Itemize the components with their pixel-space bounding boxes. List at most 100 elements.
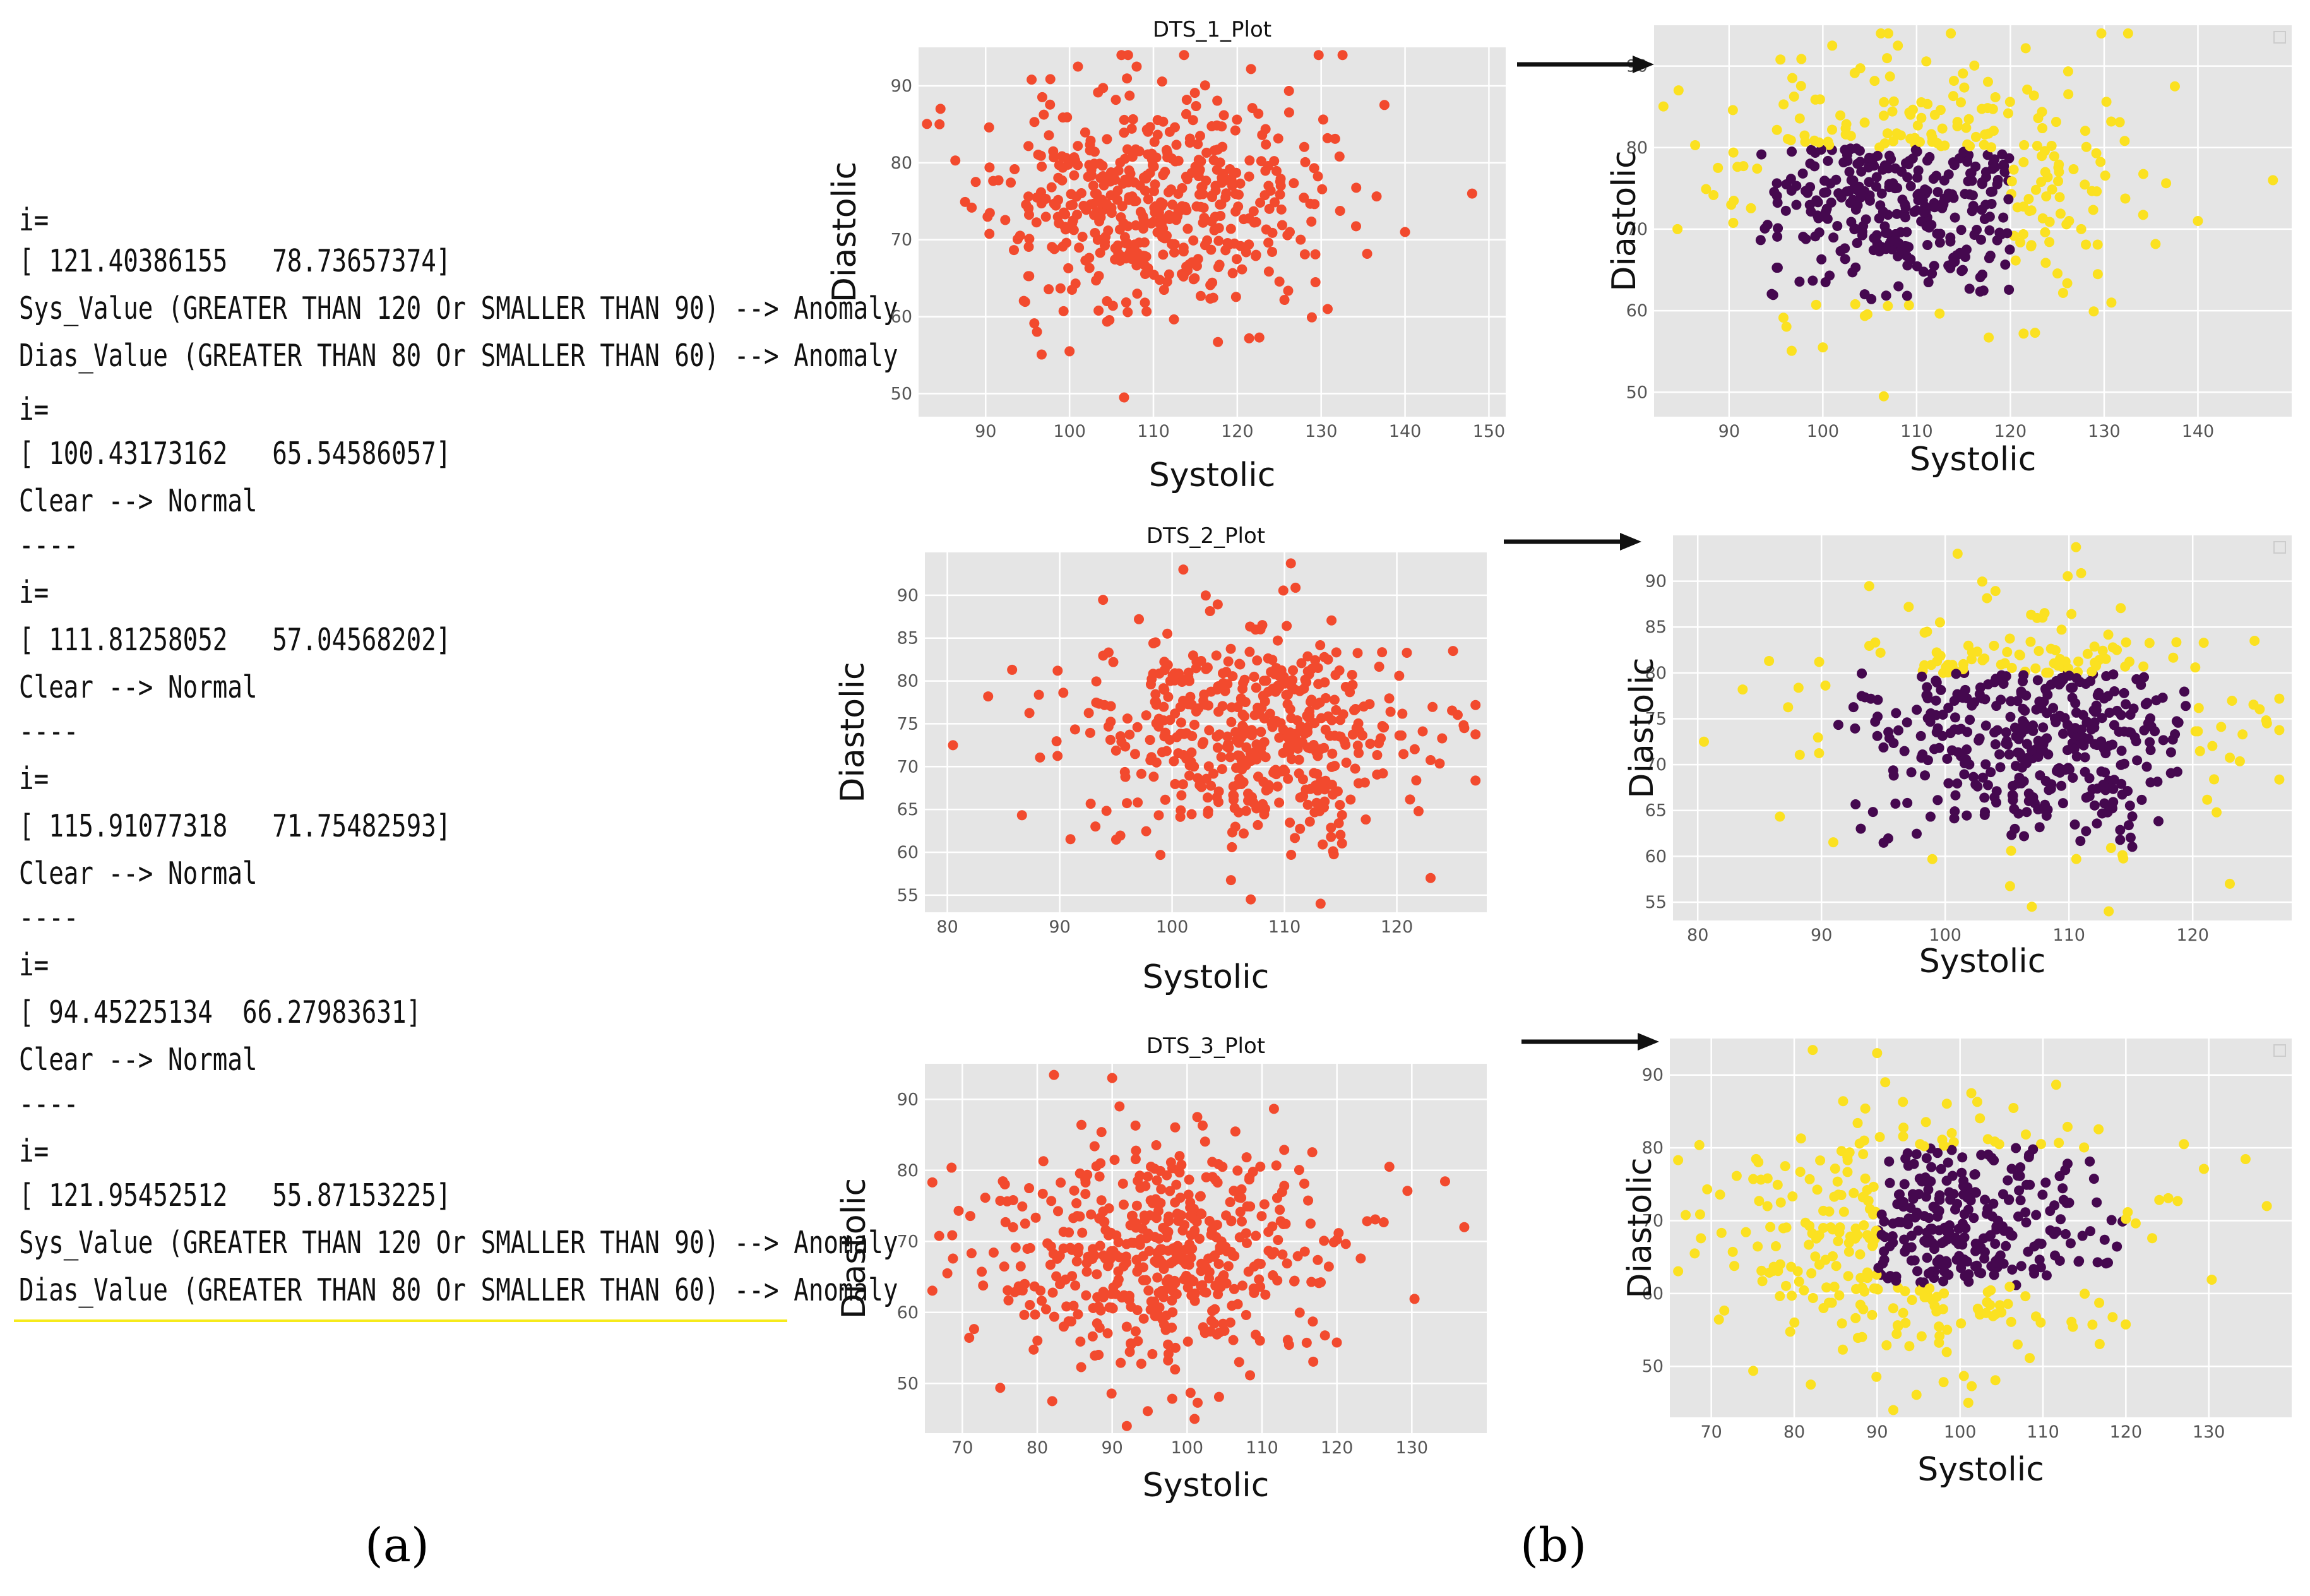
anomaly-point (2027, 902, 2037, 912)
normal-point (1950, 712, 1960, 723)
normal-point (2158, 735, 2169, 746)
normal-point (2081, 826, 2092, 837)
anomaly-point (1827, 1251, 1838, 1261)
data-point (1186, 809, 1197, 819)
normal-point (1962, 727, 1973, 737)
anomaly-point (1938, 1377, 1949, 1388)
anomaly-point (1690, 140, 1701, 150)
normal-point (2064, 670, 2075, 681)
data-point (1124, 1290, 1134, 1301)
chart-title: DTS_2_Plot (1146, 523, 1265, 549)
anomaly-point (1764, 655, 1775, 666)
data-point (1470, 775, 1481, 786)
data-point (1409, 744, 1420, 754)
data-point (1122, 307, 1133, 318)
data-point (1244, 646, 1255, 657)
anomaly-point (1775, 811, 1785, 822)
normal-point (1949, 724, 1960, 735)
data-point (983, 691, 994, 702)
normal-point (2004, 284, 2015, 295)
data-point (1144, 1246, 1155, 1256)
normal-point (1898, 1196, 1909, 1207)
data-point (1182, 1282, 1193, 1293)
data-point (1160, 794, 1170, 805)
normal-point (1883, 163, 1894, 174)
normal-point (1958, 693, 1968, 703)
normal-point (2023, 1152, 2034, 1162)
data-point (1207, 1306, 1218, 1316)
anomaly-point (1854, 1138, 1865, 1149)
anomaly-point (2190, 726, 2201, 737)
data-point (1102, 1328, 1113, 1338)
anomaly-point (1982, 76, 1993, 87)
normal-point (1931, 676, 1941, 686)
data-point (1278, 585, 1289, 596)
data-point (1163, 1349, 1174, 1359)
data-point (1132, 722, 1143, 732)
data-point (1009, 164, 1020, 175)
normal-point (1922, 1227, 1932, 1238)
normal-point (1964, 283, 1975, 294)
anomaly-point (2015, 237, 2026, 247)
console-line: [ 100.43173162 65.54586057] (19, 436, 451, 472)
data-point (1139, 1210, 1150, 1221)
data-point (1170, 1122, 1181, 1133)
data-point (1210, 1175, 1221, 1186)
data-point (1131, 1200, 1142, 1211)
data-point (1122, 73, 1133, 84)
normal-point (1912, 172, 1922, 183)
data-point (1177, 676, 1188, 687)
data-point (1197, 181, 1208, 192)
normal-point (1857, 668, 1867, 679)
data-point (1439, 1176, 1450, 1187)
anomaly-point (1883, 28, 1893, 39)
data-point (1094, 1323, 1105, 1333)
data-point (1091, 1161, 1102, 1172)
y-tick-label: 60 (897, 843, 919, 862)
data-point (1052, 751, 1063, 761)
data-point (1229, 790, 1239, 801)
data-point (1263, 266, 1274, 277)
normal-point (2107, 739, 2118, 750)
data-point (1161, 746, 1172, 756)
normal-point (1995, 762, 2006, 773)
data-point (1130, 1154, 1141, 1165)
normal-point (2114, 726, 2124, 737)
data-point (1177, 779, 1188, 790)
data-point (1236, 694, 1247, 705)
data-point (1047, 1287, 1058, 1298)
normal-point (1979, 1253, 1990, 1264)
normal-point (2003, 1175, 2013, 1186)
normal-point (1948, 1189, 1959, 1200)
normal-point (1856, 166, 1867, 177)
data-point (1193, 1397, 1203, 1408)
data-point (1311, 797, 1322, 808)
anomaly-point (1787, 1191, 1798, 1202)
data-point (1130, 1326, 1141, 1337)
data-point (1273, 133, 1283, 144)
data-point (1157, 1314, 1168, 1325)
arrow (1517, 56, 1654, 73)
anomaly-point (1795, 81, 1806, 92)
anomaly-point (1814, 137, 1825, 148)
anomaly-point (1786, 345, 1797, 356)
data-point (1229, 1186, 1239, 1196)
anomaly-point (2026, 609, 2037, 620)
anomaly-point (1882, 53, 1893, 64)
data-point (1280, 1218, 1291, 1229)
data-point (1060, 209, 1071, 220)
anomaly-point (2006, 845, 2016, 856)
y-axis-label: Diastolic (826, 162, 864, 302)
data-point (1273, 1235, 1283, 1246)
data-point (970, 177, 981, 188)
normal-point (2034, 1254, 2045, 1265)
x-tick-label: 110 (2052, 926, 2085, 945)
data-point (967, 202, 977, 213)
normal-point (2181, 701, 2191, 712)
data-point (1208, 292, 1218, 303)
anomaly-point (2020, 1129, 2031, 1140)
normal-point (1912, 828, 1922, 839)
data-point (1470, 729, 1481, 740)
data-point (1256, 727, 1266, 737)
normal-point (2057, 798, 2068, 809)
